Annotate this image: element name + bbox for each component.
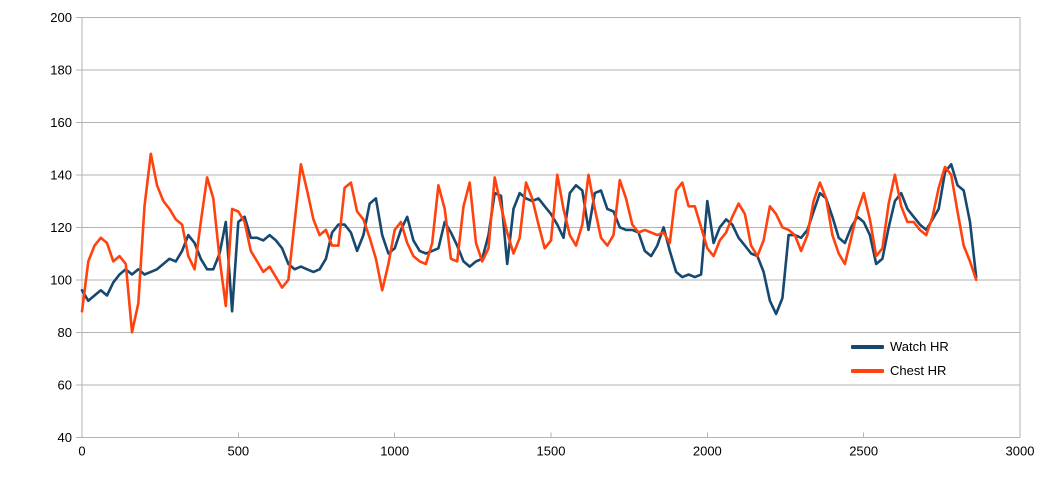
- x-tick-label-500: 500: [227, 443, 249, 458]
- y-tick-label-60: 60: [58, 377, 72, 392]
- x-tick-label-3000: 3000: [1006, 443, 1035, 458]
- legend-item-chest-hr: Chest HR: [851, 359, 949, 383]
- y-tick-label-180: 180: [50, 62, 72, 77]
- legend-label-chest-hr: Chest HR: [890, 363, 947, 378]
- legend: Watch HR Chest HR: [851, 335, 949, 383]
- y-tick-label-100: 100: [50, 272, 72, 287]
- y-tick-label-160: 160: [50, 115, 72, 130]
- y-tick-label-140: 140: [50, 167, 72, 182]
- legend-label-watch-hr: Watch HR: [890, 339, 949, 354]
- legend-swatch-watch-hr: [851, 345, 884, 349]
- y-tick-label-40: 40: [58, 430, 72, 445]
- x-tick-label-2500: 2500: [849, 443, 878, 458]
- x-tick-label-0: 0: [78, 443, 85, 458]
- x-tick-label-1000: 1000: [380, 443, 409, 458]
- watch-hr-line: [80, 163, 978, 316]
- legend-swatch-chest-hr: [851, 369, 884, 373]
- x-tick-label-2000: 2000: [693, 443, 722, 458]
- x-tick-label-1500: 1500: [537, 443, 566, 458]
- legend-item-watch-hr: Watch HR: [851, 335, 949, 359]
- y-tick-label-80: 80: [58, 325, 72, 340]
- y-tick-label-200: 200: [50, 10, 72, 25]
- y-tick-label-120: 120: [50, 220, 72, 235]
- chest-hr-line: [80, 152, 978, 334]
